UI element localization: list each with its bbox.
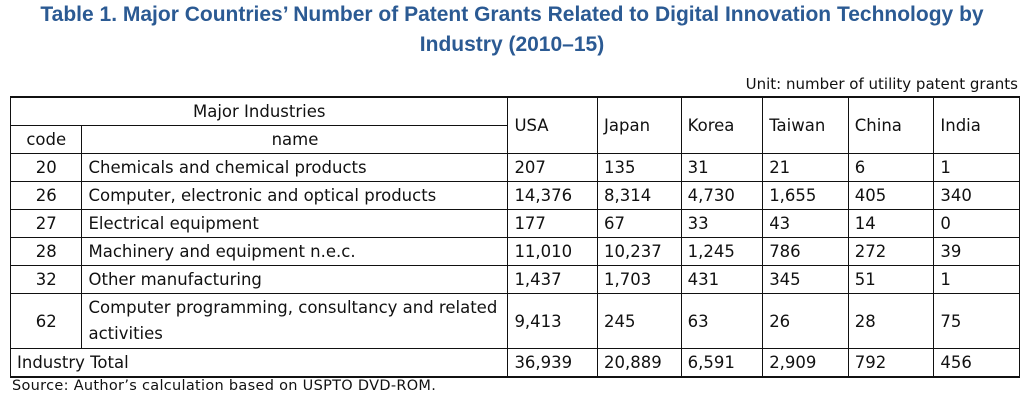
title-line-2: Industry (2010–15) xyxy=(419,33,605,56)
header-india: India xyxy=(933,96,1020,154)
title-line-1: Table 1. Major Countries’ Number of Pate… xyxy=(40,3,984,26)
cell-usa: 177 xyxy=(507,209,599,238)
header-code: code xyxy=(9,125,83,154)
total-korea: 6,591 xyxy=(680,348,764,378)
cell-china: 51 xyxy=(847,265,935,294)
row-name: Computer programming, consultancy and re… xyxy=(81,293,509,349)
table-row: 62 Computer programming, consultancy and… xyxy=(9,293,1020,349)
row-name: Computer, electronic and optical product… xyxy=(81,181,509,210)
row-code: 20 xyxy=(9,153,83,182)
table-row: 27 Electrical equipment 177 67 33 43 14 … xyxy=(9,209,1020,238)
cell-japan: 8,314 xyxy=(597,181,682,210)
cell-taiwan: 1,655 xyxy=(762,181,849,210)
header-usa: USA xyxy=(507,96,599,154)
cell-taiwan: 345 xyxy=(762,265,849,294)
cell-usa: 14,376 xyxy=(507,181,599,210)
cell-india: 1 xyxy=(933,153,1020,182)
total-india: 456 xyxy=(933,348,1020,378)
total-china: 792 xyxy=(847,348,935,378)
table-title: Table 1. Major Countries’ Number of Pate… xyxy=(0,0,1024,60)
total-usa: 36,939 xyxy=(507,348,599,378)
table-row: 32 Other manufacturing 1,437 1,703 431 3… xyxy=(9,265,1020,294)
total-label: Industry Total xyxy=(9,348,509,378)
total-japan: 20,889 xyxy=(597,348,682,378)
header-name: name xyxy=(81,125,509,154)
cell-korea: 31 xyxy=(680,153,764,182)
cell-korea: 4,730 xyxy=(680,181,764,210)
cell-taiwan: 43 xyxy=(762,209,849,238)
row-name: Machinery and equipment n.e.c. xyxy=(81,237,509,266)
cell-china: 6 xyxy=(847,153,935,182)
cell-india: 75 xyxy=(933,293,1020,349)
cell-korea: 63 xyxy=(680,293,764,349)
cell-usa: 11,010 xyxy=(507,237,599,266)
unit-note: Unit: number of utility patent grants xyxy=(745,75,1018,93)
cell-india: 0 xyxy=(933,209,1020,238)
table-row: 26 Computer, electronic and optical prod… xyxy=(9,181,1020,210)
row-code: 28 xyxy=(9,237,83,266)
row-code: 27 xyxy=(9,209,83,238)
row-code: 62 xyxy=(9,293,83,349)
header-japan: Japan xyxy=(597,96,682,154)
cell-china: 28 xyxy=(847,293,935,349)
cell-japan: 10,237 xyxy=(597,237,682,266)
header-taiwan: Taiwan xyxy=(762,96,849,154)
cell-usa: 9,413 xyxy=(507,293,599,349)
patent-table: Major Industries USA Japan Korea Taiwan … xyxy=(9,96,1020,378)
row-code: 26 xyxy=(9,181,83,210)
row-name: Chemicals and chemical products xyxy=(81,153,509,182)
cell-taiwan: 21 xyxy=(762,153,849,182)
cell-korea: 1,245 xyxy=(680,237,764,266)
total-taiwan: 2,909 xyxy=(762,348,849,378)
cell-china: 405 xyxy=(847,181,935,210)
cell-china: 14 xyxy=(847,209,935,238)
total-row: Industry Total 36,939 20,889 6,591 2,909… xyxy=(9,348,1020,378)
cell-india: 340 xyxy=(933,181,1020,210)
cell-china: 272 xyxy=(847,237,935,266)
cell-japan: 135 xyxy=(597,153,682,182)
source-note: Source: Author’s calculation based on US… xyxy=(12,378,437,394)
cell-korea: 33 xyxy=(680,209,764,238)
cell-usa: 207 xyxy=(507,153,599,182)
cell-korea: 431 xyxy=(680,265,764,294)
cell-japan: 1,703 xyxy=(597,265,682,294)
row-code: 32 xyxy=(9,265,83,294)
cell-usa: 1,437 xyxy=(507,265,599,294)
table-row: 28 Machinery and equipment n.e.c. 11,010… xyxy=(9,237,1020,266)
cell-india: 39 xyxy=(933,237,1020,266)
cell-taiwan: 786 xyxy=(762,237,849,266)
cell-india: 1 xyxy=(933,265,1020,294)
header-korea: Korea xyxy=(680,96,764,154)
table-row: 20 Chemicals and chemical products 207 1… xyxy=(9,153,1020,182)
header-china: China xyxy=(847,96,935,154)
cell-japan: 245 xyxy=(597,293,682,349)
row-name: Electrical equipment xyxy=(81,209,509,238)
cell-japan: 67 xyxy=(597,209,682,238)
row-name: Other manufacturing xyxy=(81,265,509,294)
header-major-industries: Major Industries xyxy=(9,96,509,126)
cell-taiwan: 26 xyxy=(762,293,849,349)
